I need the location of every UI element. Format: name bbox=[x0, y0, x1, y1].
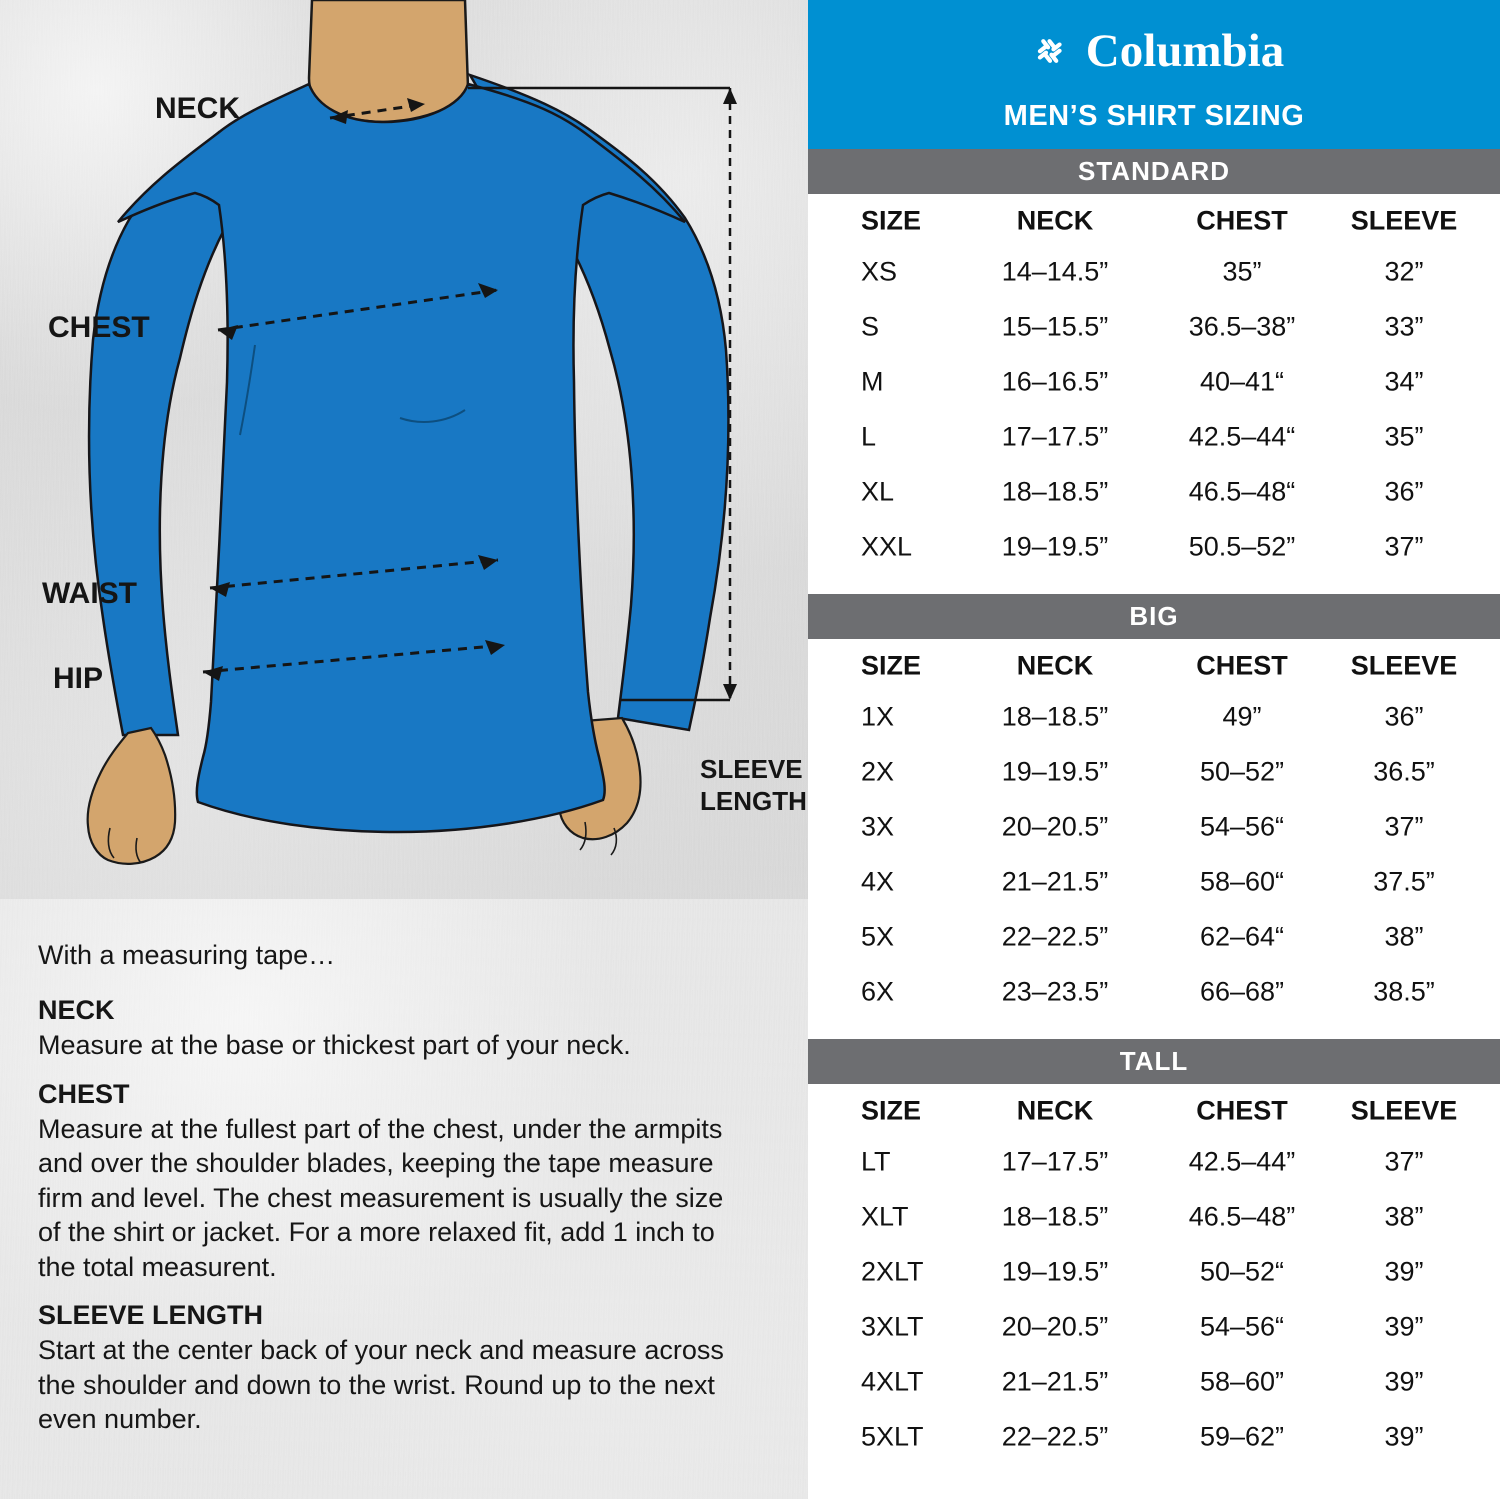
svg-text:WAIST: WAIST bbox=[42, 577, 137, 610]
svg-text:NECK: NECK bbox=[155, 92, 240, 125]
svg-text:HIP: HIP bbox=[53, 662, 103, 695]
svg-text:SLEEVE: SLEEVE bbox=[700, 754, 803, 784]
svg-text:LENGTH: LENGTH bbox=[700, 786, 807, 816]
svg-text:CHEST: CHEST bbox=[48, 311, 150, 344]
